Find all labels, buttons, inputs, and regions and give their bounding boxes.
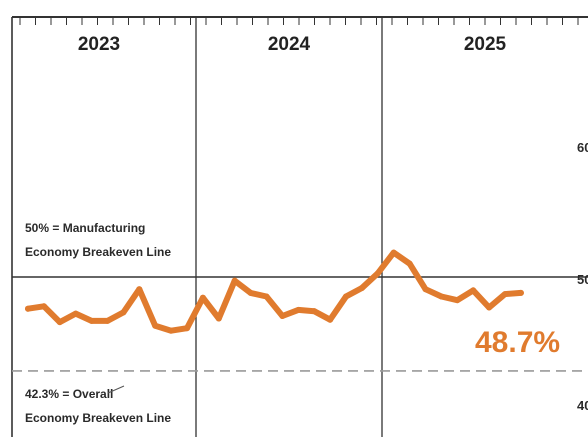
last-value-callout: 48.7%: [475, 326, 560, 359]
y-tick-label: 40: [577, 398, 588, 413]
data-point: [422, 286, 429, 293]
data-point: [502, 291, 508, 298]
reference-label: 42.3% = Overall: [25, 387, 113, 401]
data-point: [517, 289, 524, 296]
data-point: [470, 287, 477, 294]
reference-lines: [12, 276, 588, 372]
data-point: [136, 286, 143, 293]
data-point: [168, 327, 175, 334]
data-point: [279, 313, 286, 320]
data-point: [120, 309, 127, 316]
pmi-series-line: [25, 249, 524, 334]
data-point: [40, 303, 47, 310]
data-point: [56, 319, 63, 326]
data-point: [104, 317, 111, 324]
series-layer: [25, 249, 524, 334]
top-tick-marks: [19, 17, 579, 25]
data-point: [88, 317, 95, 324]
data-point: [438, 293, 445, 300]
data-point: [247, 289, 254, 296]
last-value-label: 48.7%: [475, 326, 560, 359]
y-tick-label: 60: [577, 140, 588, 155]
year-labels: 2023 2024 2025: [78, 34, 507, 55]
data-point: [358, 284, 365, 291]
data-point: [25, 305, 31, 312]
year-label: 2023: [78, 34, 120, 55]
year-label: 2024: [268, 34, 311, 55]
data-point: [343, 293, 349, 300]
data-point: [311, 308, 318, 315]
data-point: [231, 277, 238, 284]
reference-label: Economy Breakeven Line: [25, 245, 171, 259]
data-point: [72, 310, 79, 317]
data-point: [486, 304, 493, 311]
data-point: [390, 249, 397, 256]
data-point: [199, 294, 206, 301]
data-point: [215, 315, 222, 322]
data-point: [374, 270, 381, 277]
data-point: [406, 260, 413, 267]
year-label: 2025: [464, 34, 507, 55]
data-point: [263, 293, 270, 300]
data-point: [295, 306, 302, 313]
data-point: [327, 316, 334, 323]
reference-annotations: 50% = Manufacturing Economy Breakeven Lin…: [25, 221, 171, 425]
annotation-leader: [107, 385, 125, 394]
data-point: [184, 325, 190, 332]
reference-label: Economy Breakeven Line: [25, 411, 171, 425]
y-tick-label: 50: [577, 272, 588, 287]
data-point: [152, 322, 159, 329]
reference-label: 50% = Manufacturing: [25, 221, 145, 235]
y-tick-labels: 60 50 40: [577, 140, 588, 413]
data-point: [454, 297, 461, 304]
